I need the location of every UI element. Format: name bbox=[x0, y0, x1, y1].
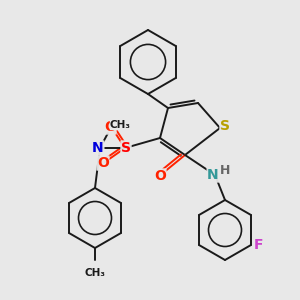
Text: O: O bbox=[97, 156, 109, 170]
Text: CH₃: CH₃ bbox=[85, 268, 106, 278]
Text: S: S bbox=[121, 141, 131, 155]
Text: S: S bbox=[220, 119, 230, 133]
Text: N: N bbox=[92, 141, 104, 155]
Text: F: F bbox=[254, 238, 264, 252]
Text: H: H bbox=[220, 164, 230, 176]
Text: CH₃: CH₃ bbox=[110, 120, 131, 130]
Text: O: O bbox=[104, 120, 116, 134]
Text: O: O bbox=[154, 169, 166, 183]
Text: N: N bbox=[207, 168, 219, 182]
